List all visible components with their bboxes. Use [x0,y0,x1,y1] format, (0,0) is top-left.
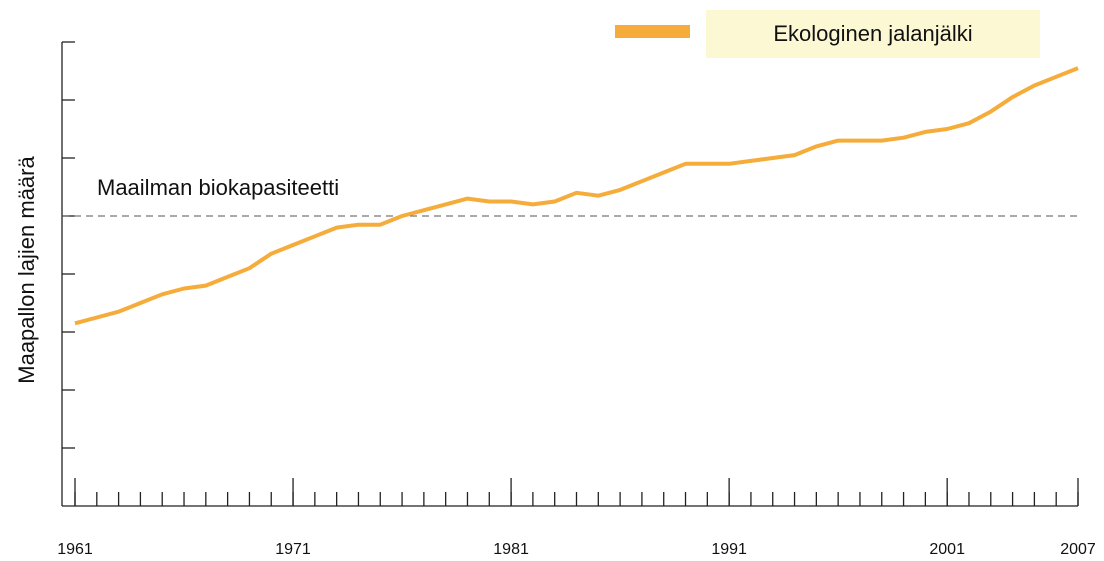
x-tick-label: 1971 [275,541,311,558]
x-tick-label: 2001 [929,541,965,558]
y-axis-label: Maapallon lajien määrä [14,156,39,384]
legend-box [706,10,1040,58]
legend-label: Ekologinen jalanjälki [773,21,972,46]
reference-label: Maailman biokapasiteetti [97,175,339,200]
series-line [74,66,1079,326]
x-tick-label: 1991 [711,541,747,558]
x-tick-label: 2007 [1060,541,1096,558]
x-tick-label: 1981 [493,541,529,558]
x-tick-label: 1961 [57,541,93,558]
legend-swatch [615,25,690,38]
